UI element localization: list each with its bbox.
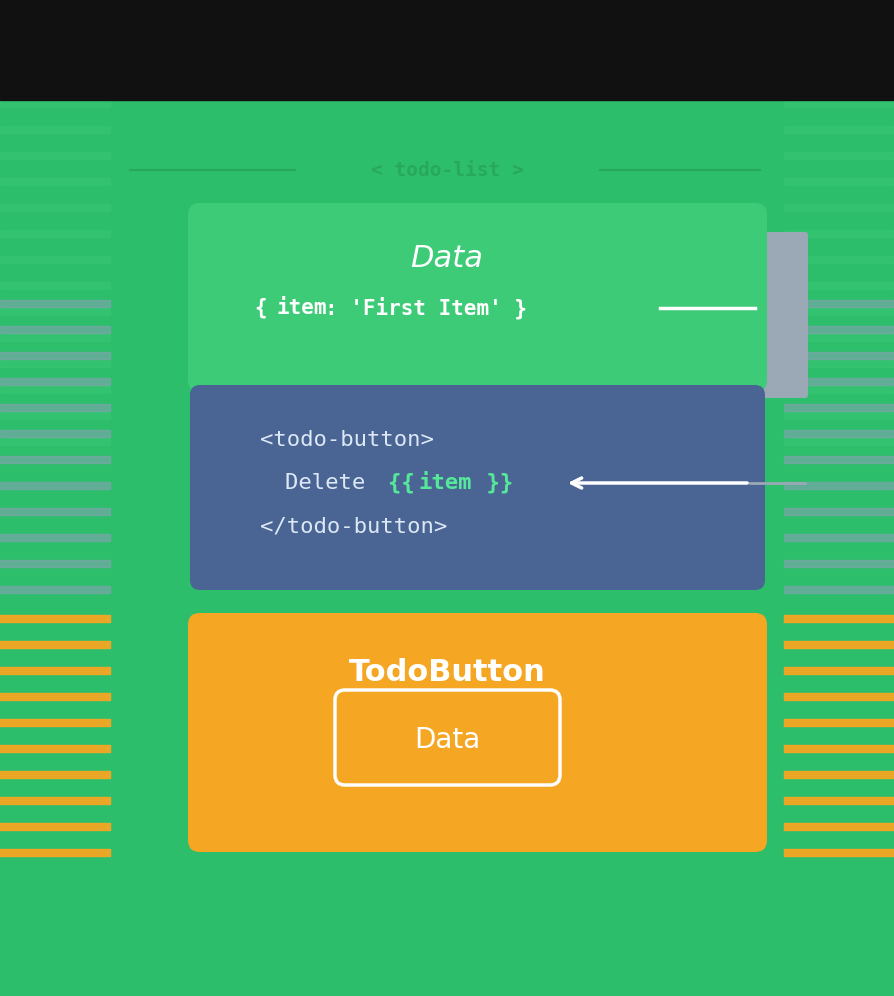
Bar [784,508,894,515]
Bar [784,352,894,359]
Bar [0,230,110,237]
Bar [784,823,894,830]
Bar [0,430,110,437]
Bar [0,560,110,567]
Bar [784,482,894,489]
Bar [0,719,110,726]
Bar [0,456,110,463]
Bar [0,771,110,778]
Bar [784,230,894,237]
Bar [0,849,110,856]
Bar [784,300,894,307]
Bar [0,438,110,445]
Bar [784,641,894,648]
Bar [0,482,110,489]
Text: item: item [418,473,471,493]
Bar [784,412,894,419]
Bar [0,204,110,211]
Bar [784,178,894,185]
Bar [0,508,110,515]
Bar [0,641,110,648]
Bar [784,693,894,700]
Bar [784,100,894,107]
Bar [784,430,894,437]
Text: item: item [277,298,327,318]
Bar [784,456,894,463]
Bar [0,667,110,674]
Bar [0,386,110,393]
Text: < todo-list >: < todo-list > [371,160,523,179]
Bar [784,534,894,541]
Bar [784,334,894,341]
Bar [784,378,894,385]
Bar [0,412,110,419]
Bar [784,308,894,315]
Bar [784,126,894,133]
Text: : 'First Item' }: : 'First Item' } [325,297,527,320]
Bar [784,360,894,367]
Text: TodoButton: TodoButton [349,657,545,686]
Bar [0,0,894,100]
Text: {: { [255,298,280,319]
FancyBboxPatch shape [190,385,765,590]
Bar [0,256,110,263]
FancyBboxPatch shape [335,690,560,785]
Bar [784,849,894,856]
Bar [784,256,894,263]
Bar [784,667,894,674]
Bar [0,534,110,541]
Bar [0,693,110,700]
Bar [0,126,110,133]
Bar [0,797,110,804]
Bar [784,204,894,211]
Bar [0,100,110,107]
Bar [784,771,894,778]
Bar [784,719,894,726]
Bar [784,797,894,804]
Bar [0,404,110,411]
Bar [0,282,110,289]
Bar [0,100,894,996]
Bar [784,745,894,752]
Bar [0,308,110,315]
Bar [0,745,110,752]
Bar [0,334,110,341]
Bar [784,386,894,393]
Bar [784,404,894,411]
FancyBboxPatch shape [188,203,767,392]
Text: Data: Data [414,726,480,754]
Bar [784,586,894,593]
Bar [0,823,110,830]
Bar [0,326,110,333]
Bar [0,152,110,159]
Text: }}: }} [473,473,513,493]
Bar [784,282,894,289]
FancyBboxPatch shape [747,232,808,398]
Text: </todo-button>: </todo-button> [260,516,447,536]
Bar [784,560,894,567]
Text: Delete: Delete [285,473,379,493]
Bar [784,152,894,159]
Text: Data: Data [410,243,484,273]
Text: <todo-button>: <todo-button> [260,430,434,450]
Bar [0,615,110,622]
Bar [0,352,110,359]
Bar [0,586,110,593]
Bar [0,360,110,367]
Bar [0,378,110,385]
Bar [0,300,110,307]
Bar [784,326,894,333]
FancyBboxPatch shape [188,613,767,852]
Bar [784,615,894,622]
Bar [784,438,894,445]
Text: {{: {{ [388,473,428,493]
Bar [0,178,110,185]
